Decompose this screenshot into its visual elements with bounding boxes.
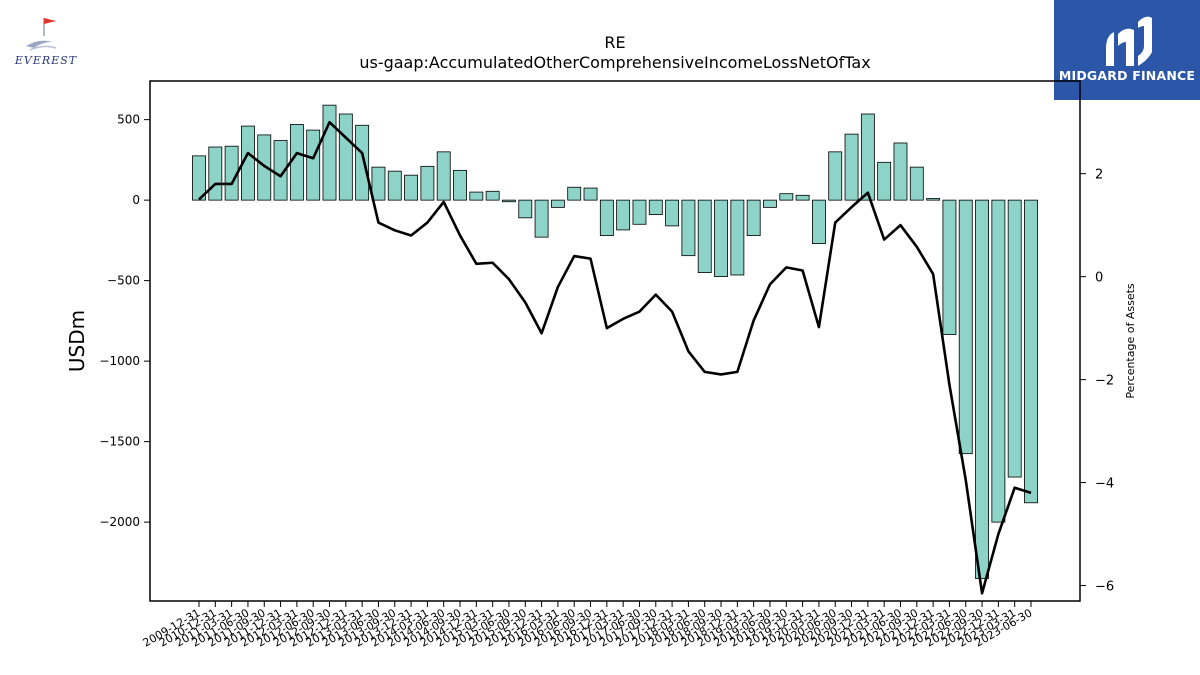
bar: [681, 199, 696, 257]
y-tick-label: 500: [117, 113, 140, 127]
bar: [616, 199, 631, 231]
everest-flag-icon: EVEREST: [14, 18, 78, 67]
percentage-line: [198, 120, 1032, 595]
bar: [502, 199, 516, 203]
left-y-axis: 500 0 −500 −1000 −1500 −2000: [99, 113, 150, 529]
bar: [322, 104, 337, 201]
bar: [779, 193, 794, 201]
y-axis-label: USDm: [65, 310, 89, 372]
midgard-finance-logo: MIDGARD FINANCE: [1054, 0, 1200, 100]
bar: [730, 199, 745, 276]
y-tick-label: −1500: [99, 435, 140, 449]
bar: [518, 199, 533, 219]
y-tick-label: −500: [107, 274, 140, 288]
y2-tick-label: 0: [1095, 271, 1103, 286]
bar: [387, 170, 402, 201]
bar: [306, 129, 321, 201]
bar: [1007, 199, 1022, 478]
midgard-wordmark: MIDGARD FINANCE: [1058, 68, 1196, 83]
bar: [453, 169, 467, 201]
bar: [926, 198, 941, 201]
bar: [371, 166, 386, 201]
everest-logo: EVEREST: [4, 12, 88, 70]
y2-axis-label: Percentage of Assets: [1124, 283, 1137, 399]
y-tick-label: 0: [132, 193, 140, 207]
everest-wordmark: EVEREST: [14, 54, 78, 67]
bar: [877, 161, 892, 201]
bar: [763, 199, 777, 208]
midgard-emblem-icon: [1106, 16, 1152, 67]
chart-subtitle: us-gaap:AccumulatedOtherComprehensiveInc…: [359, 53, 870, 72]
bar: [714, 199, 728, 278]
bar: [860, 113, 875, 201]
chart-title: RE: [604, 33, 625, 52]
y-tick-label: −1000: [99, 354, 140, 368]
bar: [257, 134, 272, 201]
y2-tick-label: −2: [1095, 374, 1114, 389]
bar: [828, 151, 843, 201]
bar: [404, 174, 418, 201]
bar: [567, 186, 582, 201]
bar: [795, 194, 810, 201]
right-y-axis: 2 0 −2 −4 −6: [1080, 168, 1114, 595]
plot-frame: [149, 80, 1081, 602]
bar: [991, 199, 1006, 523]
bar: [958, 199, 973, 455]
y2-tick-label: 2: [1095, 168, 1103, 183]
bar: [648, 199, 663, 216]
bar: [534, 199, 549, 238]
bar: [208, 146, 223, 201]
bar: [420, 165, 435, 201]
bar: [550, 199, 565, 208]
bar: [893, 142, 908, 201]
bar: [697, 199, 712, 273]
bar: [599, 199, 614, 236]
bar: [436, 151, 451, 201]
bar: [1024, 199, 1038, 504]
bar: [469, 191, 484, 201]
x-axis: 2009-12-312010-12-312011-03-312011-06-30…: [141, 601, 1035, 650]
y2-tick-label: −4: [1095, 477, 1114, 492]
bar: [583, 187, 598, 201]
bar: [942, 199, 957, 335]
bar: [632, 199, 647, 225]
y-tick-label: −2000: [99, 515, 140, 529]
bar: [844, 133, 859, 201]
bar: [665, 199, 680, 227]
bar: [975, 199, 989, 579]
bar-series: [192, 104, 1038, 579]
bar: [746, 199, 761, 236]
bar: [273, 140, 288, 201]
bar: [338, 113, 353, 201]
bar: [289, 124, 304, 201]
y2-tick-label: −6: [1095, 580, 1114, 595]
bar: [355, 124, 370, 201]
bar: [812, 199, 826, 245]
bar: [192, 155, 206, 201]
bar: [485, 190, 500, 201]
bar: [909, 166, 924, 201]
